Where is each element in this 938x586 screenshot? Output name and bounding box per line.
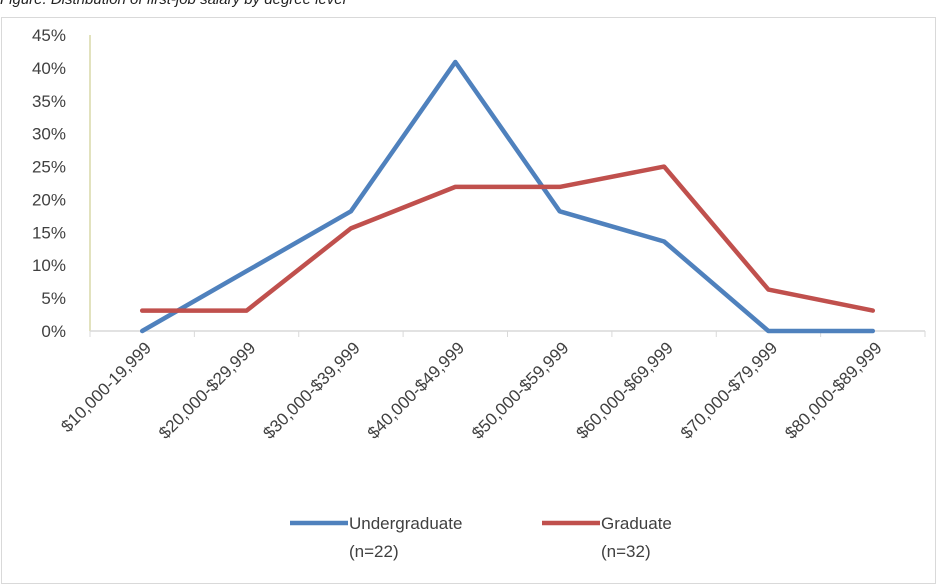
legend-label-count: (n=32) bbox=[601, 542, 651, 561]
y-tick-label: 35% bbox=[32, 92, 66, 111]
y-tick-label: 5% bbox=[41, 289, 66, 308]
y-tick-label: 30% bbox=[32, 125, 66, 144]
x-tick-label: $80,000-$89,999 bbox=[781, 338, 885, 442]
legend-label-count: (n=22) bbox=[349, 542, 399, 561]
chart-frame bbox=[1, 17, 936, 584]
y-tick-label: 15% bbox=[32, 223, 66, 242]
legend: Undergraduate (n=22) Graduate (n=32) bbox=[290, 514, 672, 561]
y-tick-label: 10% bbox=[32, 256, 66, 275]
x-tick-label: $50,000-$59,999 bbox=[468, 338, 572, 442]
x-tick-label: $40,000-$49,999 bbox=[364, 338, 468, 442]
x-tick-label: $20,000-$29,999 bbox=[155, 338, 259, 442]
series-lines bbox=[139, 59, 876, 334]
y-axis-ticks: 0% 5% 10% 15% 20% 25% 30% 35% 40% 45% bbox=[32, 26, 66, 341]
x-axis-ticks: $10,000-19,999 $20,000-$29,999 $30,000-$39… bbox=[57, 331, 926, 443]
legend-label: Undergraduate bbox=[349, 514, 462, 533]
series-line-undergraduate bbox=[139, 59, 876, 334]
y-tick-label: 0% bbox=[41, 322, 66, 341]
x-tick-label: $70,000-$79,999 bbox=[677, 338, 781, 442]
figure-caption: Figure. Distribution of first-job salary… bbox=[0, 0, 938, 9]
y-tick-label: 45% bbox=[32, 26, 66, 45]
series-line-graduate bbox=[139, 164, 876, 313]
x-tick-label: $30,000-$39,999 bbox=[259, 338, 363, 442]
legend-label: Graduate bbox=[601, 514, 672, 533]
x-tick-label: $60,000-$69,999 bbox=[573, 338, 677, 442]
y-tick-label: 20% bbox=[32, 190, 66, 209]
y-tick-label: 25% bbox=[32, 158, 66, 177]
y-tick-label: 40% bbox=[32, 59, 66, 78]
x-tick-label: $10,000-19,999 bbox=[57, 338, 155, 436]
